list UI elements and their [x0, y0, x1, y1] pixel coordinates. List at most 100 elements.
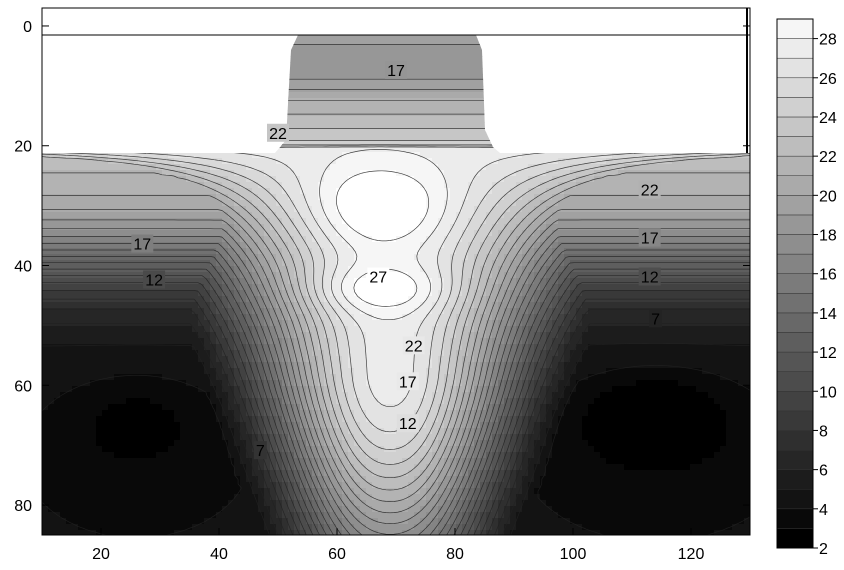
field-cell	[210, 356, 217, 363]
field-cell	[210, 200, 217, 207]
field-cell	[186, 500, 193, 507]
field-cell	[102, 500, 109, 507]
field-cell	[96, 494, 103, 501]
field-cell	[318, 218, 325, 225]
field-cell	[246, 476, 253, 483]
field-cell	[192, 350, 199, 357]
field-cell	[48, 290, 55, 297]
field-cell	[102, 326, 109, 333]
field-cell	[108, 218, 115, 225]
field-cell	[216, 476, 223, 483]
field-cell	[390, 458, 397, 465]
field-cell	[96, 398, 103, 405]
field-cell	[234, 392, 241, 399]
field-cell	[72, 314, 79, 321]
field-cell	[78, 356, 85, 363]
field-cell	[114, 200, 121, 207]
field-cell	[216, 344, 223, 351]
field-cell	[168, 506, 175, 513]
field-cell	[348, 194, 355, 201]
field-cell	[48, 440, 55, 447]
field-cell	[336, 362, 343, 369]
field-cell	[342, 62, 349, 69]
field-cell	[390, 530, 397, 535]
field-cell	[306, 212, 313, 219]
field-cell	[294, 356, 301, 363]
field-cell	[252, 296, 259, 303]
field-cell	[252, 476, 259, 483]
field-cell	[306, 68, 313, 75]
field-cell	[306, 242, 313, 249]
field-cell	[324, 374, 331, 381]
field-cell	[42, 308, 49, 315]
field-cell	[384, 206, 391, 213]
field-cell	[372, 344, 379, 351]
field-cell	[168, 350, 175, 357]
field-cell	[366, 506, 373, 513]
field-cell	[84, 470, 91, 477]
field-cell	[372, 332, 379, 339]
field-cell	[264, 458, 271, 465]
field-cell	[72, 194, 79, 201]
field-cell	[84, 428, 91, 435]
field-cell	[102, 308, 109, 315]
field-cell	[330, 236, 337, 243]
field-cell	[336, 272, 343, 279]
field-cell	[90, 182, 97, 189]
field-cell	[258, 518, 265, 525]
field-cell	[204, 320, 211, 327]
field-cell	[276, 236, 283, 243]
field-cell	[210, 218, 217, 225]
field-cell	[258, 404, 265, 411]
field-cell	[210, 170, 217, 177]
field-cell	[300, 494, 307, 501]
field-cell	[222, 308, 229, 315]
field-cell	[336, 464, 343, 471]
field-cell	[174, 410, 181, 417]
field-cell	[342, 290, 349, 297]
field-cell	[342, 92, 349, 99]
field-cell	[48, 398, 55, 405]
field-cell	[324, 320, 331, 327]
field-cell	[138, 488, 145, 495]
field-cell	[54, 488, 61, 495]
field-cell	[132, 524, 139, 531]
field-cell	[120, 314, 127, 321]
field-cell	[132, 380, 139, 387]
field-cell	[78, 488, 85, 495]
field-cell	[252, 506, 259, 513]
field-cell	[318, 518, 325, 525]
field-cell	[168, 380, 175, 387]
field-cell	[120, 362, 127, 369]
field-cell	[120, 326, 127, 333]
field-cell	[84, 464, 91, 471]
field-cell	[168, 314, 175, 321]
field-cell	[312, 530, 319, 535]
field-cell	[132, 374, 139, 381]
field-cell	[180, 482, 187, 489]
field-cell	[318, 44, 325, 51]
field-cell	[42, 302, 49, 309]
field-cell	[132, 200, 139, 207]
field-cell	[342, 248, 349, 255]
field-cell	[312, 164, 319, 171]
field-cell	[90, 416, 97, 423]
field-cell	[384, 302, 391, 309]
field-cell	[180, 500, 187, 507]
field-cell	[390, 80, 397, 87]
field-cell	[60, 200, 67, 207]
field-cell	[252, 410, 259, 417]
field-cell	[48, 362, 55, 369]
field-cell	[48, 416, 55, 423]
field-cell	[60, 500, 67, 507]
field-cell	[312, 320, 319, 327]
field-cell	[90, 308, 97, 315]
field-cell	[240, 518, 247, 525]
field-cell	[342, 428, 349, 435]
field-cell	[42, 494, 49, 501]
field-cell	[132, 446, 139, 453]
field-cell	[276, 446, 283, 453]
field-cell	[102, 368, 109, 375]
field-cell	[102, 458, 109, 465]
